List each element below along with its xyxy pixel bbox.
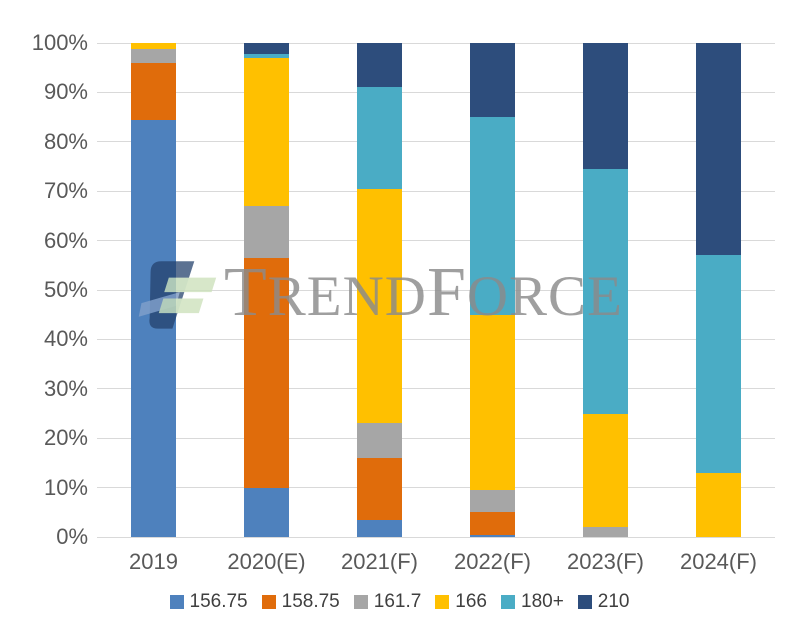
gridline — [97, 289, 775, 291]
bar-segment-180+ — [583, 168, 628, 414]
gridline — [97, 487, 775, 489]
x-axis-label: 2020(E) — [227, 549, 306, 574]
bar-segment-156.75 — [357, 519, 402, 537]
bar-segment-166 — [131, 43, 176, 49]
gridline — [97, 437, 775, 439]
legend-swatch — [435, 595, 450, 609]
bar-segment-161.7 — [357, 423, 402, 458]
legend-label: 158.75 — [281, 591, 340, 612]
bar-segment-166 — [583, 413, 628, 528]
legend-label: 210 — [597, 591, 630, 612]
gridline — [97, 91, 775, 93]
x-axis-label: 2022(F) — [453, 549, 532, 574]
bar-segment-161.7 — [583, 527, 628, 537]
bar-segment-161.7 — [131, 48, 176, 63]
bar-segment-210 — [470, 43, 515, 118]
chart-legend: 156.75 158.75 161.7 166 180+ 210 — [0, 591, 799, 613]
legend-item: 158.75 — [261, 591, 340, 613]
bar-2019 — [131, 43, 176, 537]
legend-swatch — [501, 595, 515, 609]
bar-2022(F) — [470, 43, 515, 537]
bar-2024(F) — [696, 43, 741, 537]
legend-swatch — [169, 595, 184, 609]
bar-segment-158.75 — [131, 62, 176, 120]
y-axis-label: 20% — [43, 425, 88, 451]
bar-segment-166 — [696, 472, 741, 537]
bar-segment-210 — [696, 43, 741, 256]
bar-segment-210 — [244, 43, 289, 55]
legend-swatch — [353, 595, 368, 609]
bar-segment-180+ — [696, 255, 741, 473]
x-axis-label: 2019 — [129, 549, 178, 574]
y-axis-label: 10% — [43, 474, 88, 500]
gridline — [97, 536, 775, 538]
y-axis-label: 80% — [43, 128, 88, 154]
y-axis-label: 50% — [43, 277, 88, 302]
bar-segment-166 — [470, 314, 515, 491]
bar-segment-180+ — [357, 87, 402, 189]
bar-2023(F) — [583, 43, 628, 537]
legend-item: 166 — [435, 591, 487, 613]
legend-label: 180+ — [521, 591, 564, 612]
bar-2021(F) — [357, 43, 402, 537]
gridline — [97, 240, 775, 242]
y-axis-label: 60% — [43, 227, 88, 253]
x-axis-label: 2023(F) — [566, 549, 645, 574]
legend-item: 210 — [577, 591, 630, 613]
y-axis-label: 90% — [43, 79, 88, 105]
bar-segment-156.75 — [470, 534, 515, 537]
bar-segment-156.75 — [131, 119, 176, 537]
y-axis-label: 30% — [43, 375, 88, 401]
bar-segment-156.75 — [244, 487, 289, 537]
gridline — [97, 388, 775, 390]
legend-swatch — [577, 595, 592, 609]
bar-segment-210 — [357, 43, 402, 88]
x-axis-label: 2024(F) — [679, 549, 758, 574]
legend-swatch — [261, 595, 276, 609]
gridline — [97, 141, 775, 143]
legend-label: 161.7 — [373, 591, 422, 612]
bar-segment-158.75 — [470, 512, 515, 535]
bar-segment-166 — [357, 188, 402, 424]
bar-2020(E) — [244, 43, 289, 537]
legend-item: 180+ — [501, 591, 564, 613]
y-axis-label: 100% — [31, 30, 88, 55]
y-axis-label: 40% — [43, 326, 88, 352]
legend-item: 161.7 — [353, 591, 422, 613]
bar-segment-180+ — [470, 117, 515, 315]
y-axis-label: 70% — [43, 178, 88, 204]
bar-segment-158.75 — [244, 257, 289, 488]
bar-segment-161.7 — [470, 490, 515, 513]
bar-segment-161.7 — [244, 206, 289, 258]
plot-area — [97, 42, 775, 538]
bar-segment-166 — [244, 57, 289, 207]
bar-segment-180+ — [244, 54, 289, 58]
x-axis-label: 2021(F) — [340, 549, 419, 574]
gridline — [97, 190, 775, 192]
gridline — [97, 338, 775, 340]
bar-segment-158.75 — [357, 457, 402, 520]
legend-label: 166 — [455, 591, 487, 612]
legend-item: 156.75 — [169, 591, 248, 613]
legend-label: 156.75 — [189, 591, 248, 612]
bar-segment-210 — [583, 43, 628, 169]
gridline — [97, 42, 775, 44]
y-axis-label: 0% — [56, 524, 88, 549]
